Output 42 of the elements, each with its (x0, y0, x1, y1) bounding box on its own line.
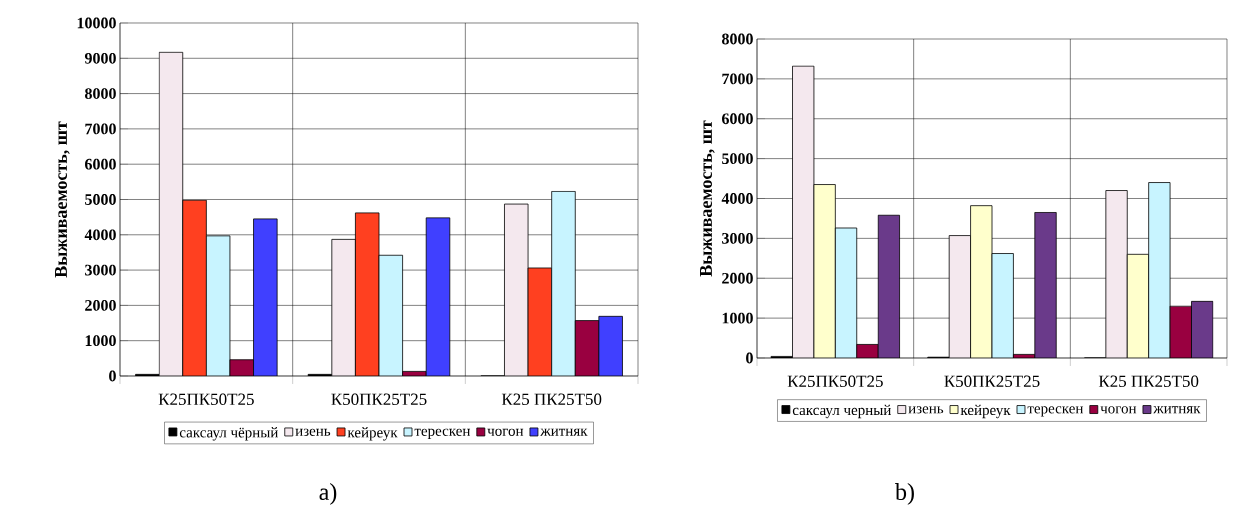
legend-label: кейреук (347, 427, 398, 441)
legend-label: терескен (1027, 406, 1084, 417)
y-tick-label: 6000 (85, 158, 116, 170)
y-tick-label: 6000 (722, 113, 753, 125)
y-tick-label: 8000 (85, 88, 116, 99)
y-tick-label: 4000 (721, 193, 753, 204)
text: b) (895, 483, 914, 505)
y-tick-label: 7000 (722, 73, 753, 85)
y-tick-label: 5000 (85, 194, 116, 205)
x-tick-label: К50ПК25Т25 (944, 375, 1040, 387)
y-tick-label: 3000 (85, 264, 116, 276)
x-tick-label: К25 ПК25Т50 (501, 393, 602, 405)
y-tick-label: 2000 (722, 272, 753, 284)
y-tick-label: 4000 (84, 229, 116, 241)
y-tick-label: 9000 (84, 52, 116, 64)
legend-label: чогон (1100, 406, 1137, 414)
y-tick-label: 10000 (77, 17, 116, 29)
legend-label: саксаул черный (792, 404, 891, 419)
x-tick-label: К25 ПК25Т50 (1098, 375, 1199, 387)
x-tick-label: К50ПК25Т25 (331, 393, 427, 405)
x-tick-label: К25ПК50Т25 (158, 393, 254, 405)
y-tick-label: 8000 (722, 33, 753, 45)
y-tick-label: 0 (746, 352, 753, 364)
y-tick-label: 5000 (722, 153, 753, 165)
y-tick-label: 0 (109, 370, 116, 382)
legend-label: терескен (414, 428, 471, 439)
y-tick-label: 1000 (85, 335, 116, 347)
y-axis-title: Выживаемость, шт (700, 120, 715, 277)
legend-label: чогон (487, 428, 524, 436)
y-tick-label: 2000 (85, 300, 116, 311)
legend-label: саксаул чёрный (179, 427, 278, 441)
legend-label: житняк (540, 428, 588, 436)
legend-label: житняк (1153, 406, 1201, 414)
legend-label: изень (295, 428, 331, 436)
y-tick-label: 3000 (722, 232, 753, 244)
y-axis-title: Выживаемость, шт (55, 121, 70, 278)
legend-label: изень (908, 406, 944, 414)
legend-label: кейреук (960, 404, 1011, 419)
x-tick-label: К25ПК50Т25 (787, 375, 883, 387)
text: a) (319, 483, 337, 505)
y-tick-label: 7000 (85, 123, 116, 135)
y-tick-label: 1000 (722, 312, 753, 324)
